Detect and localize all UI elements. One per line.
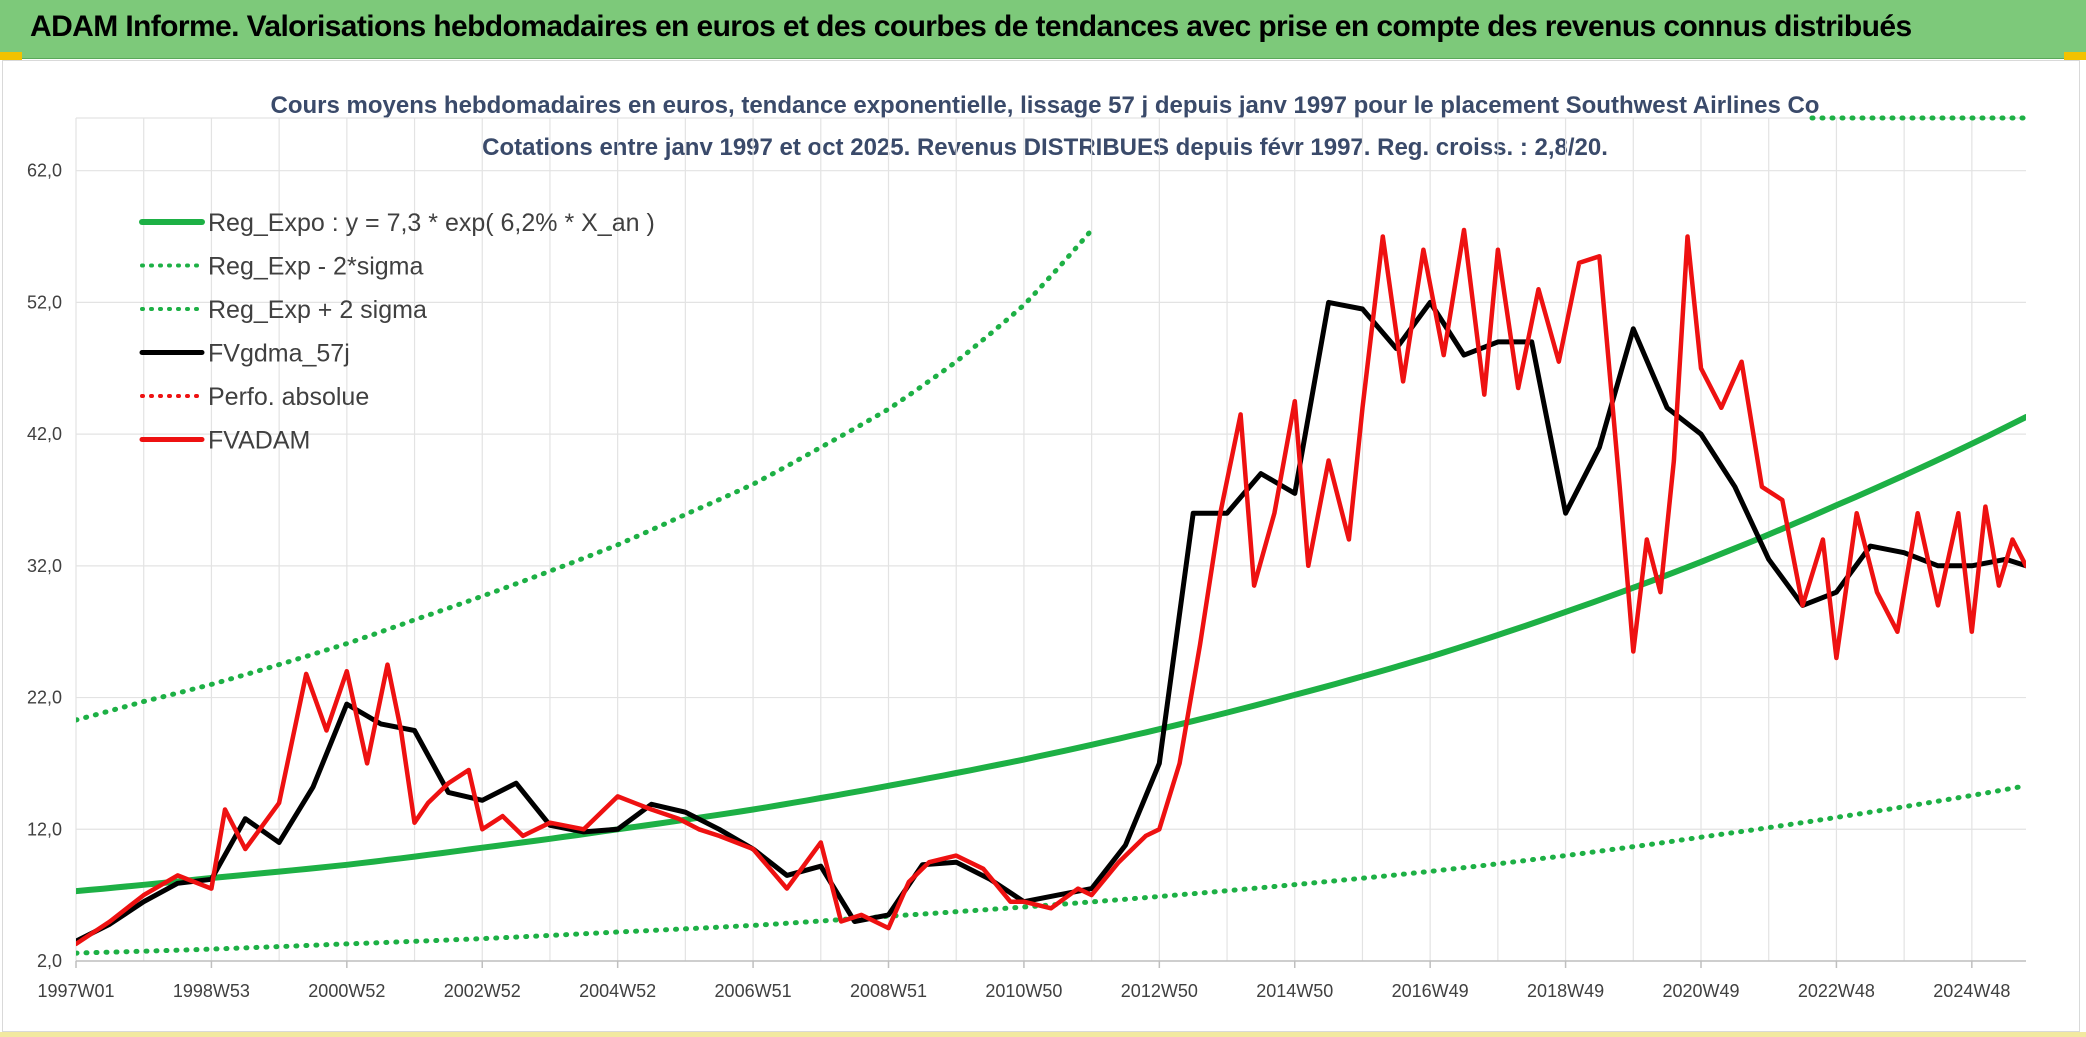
- x-tick-label: 2002W52: [444, 981, 521, 1001]
- y-tick-label: 22,0: [27, 688, 62, 708]
- x-tick-label: 2018W49: [1527, 981, 1604, 1001]
- x-tick-label: 2020W49: [1662, 981, 1739, 1001]
- corner-accent-right: [2064, 52, 2086, 60]
- report-title: ADAM Informe. Valorisations hebdomadaire…: [30, 10, 1912, 43]
- series: [76, 227, 2026, 956]
- y-tick-label: 12,0: [27, 819, 62, 839]
- y-tick-label: 2,0: [37, 951, 62, 971]
- x-tick-label: 2010W50: [985, 981, 1062, 1001]
- series-fvadam: [76, 227, 2026, 947]
- y-tick-label: 62,0: [27, 161, 62, 181]
- x-tick-label: 2016W49: [1392, 981, 1469, 1001]
- chart-title-line-2: Cotations entre janv 1997 et oct 2025. R…: [482, 134, 1608, 161]
- x-tick-label: 2014W50: [1256, 981, 1333, 1001]
- x-tick-label: 2004W52: [579, 981, 656, 1001]
- x-tick-label: 2012W50: [1121, 981, 1198, 1001]
- axes: 2,0 12,0 22,0 32,0 42,0 52,0 62,0 1997W01 1998W5…: [27, 161, 2026, 1001]
- x-tick-label: 2024W48: [1933, 981, 2010, 1001]
- legend-label-fvgdma: FVgdma_57j: [208, 340, 350, 368]
- chart-frame: [2, 60, 2080, 1032]
- x-tick-label: 1998W53: [173, 981, 250, 1001]
- report-banner: ADAM Informe. Valorisations hebdomadaire…: [0, 0, 2086, 59]
- series-reg-exp-minus-2sigma: [76, 783, 2026, 956]
- x-tick-label: 2022W48: [1798, 981, 1875, 1001]
- chart-title-line-1: Cours moyens hebdomadaires en euros, ten…: [271, 92, 1820, 119]
- x-tick-label: 2000W52: [308, 981, 385, 1001]
- series-fvgdma-57j: [76, 299, 2026, 944]
- legend-label-reg_expo: Reg_Expo : y = 7,3 * exp( 6,2% * X_an ): [208, 209, 655, 237]
- y-tick-label: 32,0: [27, 556, 62, 576]
- legend-label-fvadam: FVADAM: [208, 427, 310, 455]
- legend: Reg_Expo : y = 7,3 * exp( 6,2% * X_an ) R…: [139, 115, 2029, 455]
- legend-label-perfo: Perfo. absolue: [208, 383, 369, 411]
- x-tick-label: 2006W51: [715, 981, 792, 1001]
- x-tick-label: 1997W01: [37, 981, 114, 1001]
- series-reg-exp-plus-2sigma: [76, 227, 1095, 723]
- x-tick-label: 2008W51: [850, 981, 927, 1001]
- y-tick-label: 52,0: [27, 292, 62, 312]
- legend-label-plus2sigma: Reg_Exp + 2 sigma: [208, 296, 427, 324]
- legend-label-minus2sigma: Reg_Exp - 2*sigma: [208, 253, 423, 281]
- bottom-strip: [0, 1032, 2086, 1037]
- corner-accent-left: [0, 52, 22, 60]
- y-tick-label: 42,0: [27, 424, 62, 444]
